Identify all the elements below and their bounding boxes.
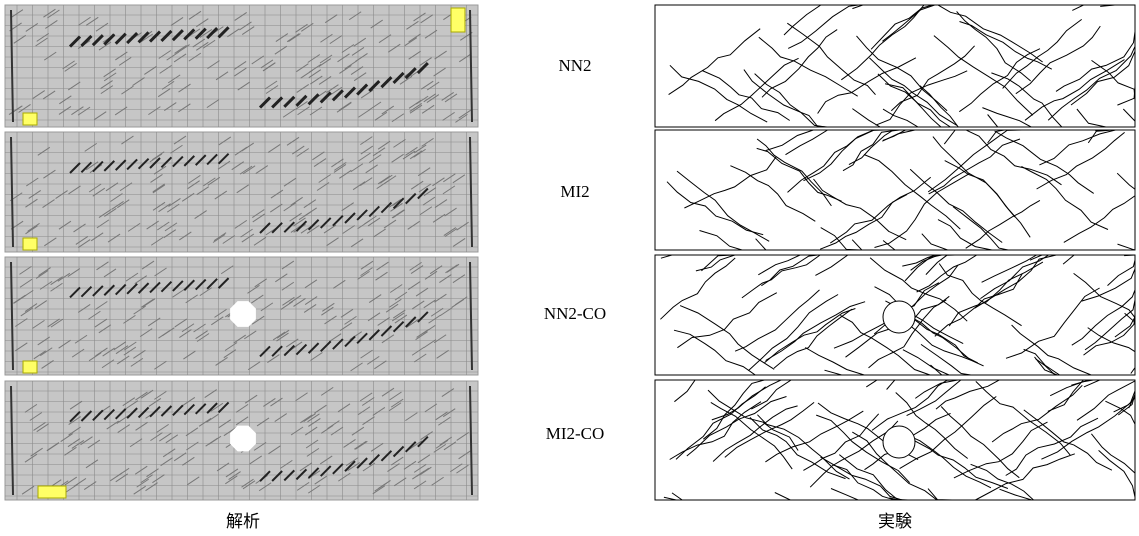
opening — [230, 301, 256, 327]
analysis-panel — [5, 381, 478, 500]
row-label: NN2-CO — [544, 304, 606, 323]
support — [23, 238, 37, 250]
support — [38, 486, 66, 498]
panel-bg — [5, 132, 478, 252]
experiment-panel — [655, 5, 1135, 127]
support — [23, 113, 37, 125]
row-label: MI2-CO — [546, 424, 605, 443]
opening — [230, 426, 256, 452]
panel-bg — [5, 5, 478, 127]
experiment-panel — [655, 130, 1135, 250]
experiment-panel — [655, 255, 1135, 375]
analysis-panel — [5, 257, 478, 375]
figure: 解析 実験 NN2 MI2 NN2-CO MI2-CO — [0, 0, 1139, 536]
opening — [883, 426, 915, 458]
analysis-panel — [5, 5, 478, 127]
caption-experiment: 実験 — [878, 512, 912, 532]
support — [451, 8, 465, 32]
row-label: MI2 — [560, 182, 589, 201]
panel-bg — [655, 5, 1135, 127]
caption-analysis: 解析 — [226, 512, 260, 532]
analysis-panel — [5, 132, 478, 252]
support — [23, 361, 37, 373]
page: 解析 実験 NN2MI2NN2-COMI2-CO (() => { const … — [0, 0, 1139, 536]
row-label: NN2 — [558, 56, 591, 75]
opening — [883, 301, 915, 333]
experiment-panel — [655, 380, 1135, 500]
